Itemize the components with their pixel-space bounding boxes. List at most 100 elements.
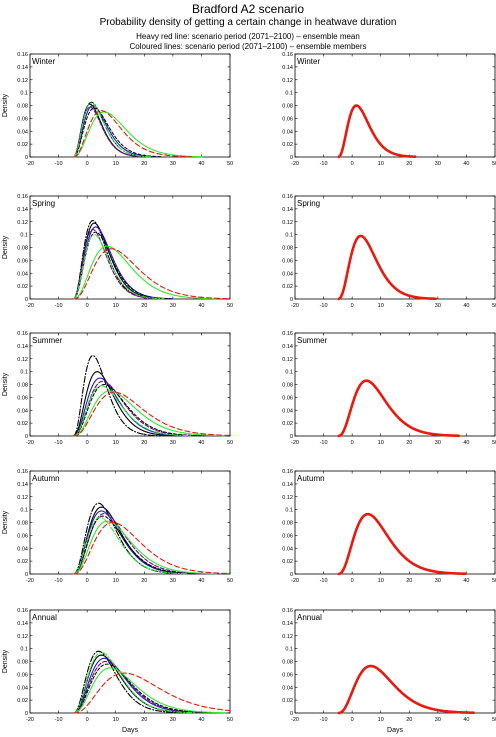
x-tick-label: 20 bbox=[141, 717, 147, 723]
panel-spring-ensemble-members: 0 0.02 0.04 0.06 0.08 0.1 0.12 0.14 0.16 -20 -10 0 1… bbox=[2, 194, 233, 309]
y-tick-label: 0.14 bbox=[282, 482, 293, 488]
y-tick-label: 0.02 bbox=[17, 421, 28, 427]
x-tick-label: -10 bbox=[320, 717, 328, 723]
y-tick-label: 0.16 bbox=[282, 608, 293, 614]
x-tick-label: -10 bbox=[55, 161, 63, 167]
chart-subtitle: Probability density of getting a certain… bbox=[99, 17, 397, 28]
y-tick-label: 0.14 bbox=[17, 621, 28, 627]
y-tick-label: 0.12 bbox=[282, 634, 293, 640]
ensemble-member-line bbox=[73, 245, 218, 300]
y-tick-label: 0.08 bbox=[282, 383, 293, 389]
x-tick-label: -10 bbox=[55, 578, 63, 584]
x-tick-label: 40 bbox=[463, 578, 469, 584]
x-tick-label: 40 bbox=[463, 161, 469, 167]
ensemble-member-line bbox=[73, 512, 207, 575]
x-tick-label: 20 bbox=[141, 440, 147, 446]
ensemble-mean-line bbox=[337, 104, 417, 159]
y-tick-label: 0.14 bbox=[17, 344, 28, 350]
x-tick-label: 40 bbox=[463, 440, 469, 446]
season-label: Spring bbox=[297, 199, 320, 208]
x-tick-label: 50 bbox=[227, 578, 233, 584]
y-tick-label: 0 bbox=[290, 711, 293, 717]
x-tick-label: 20 bbox=[406, 303, 412, 309]
plot-frame bbox=[294, 195, 496, 300]
x-tick-label: 0 bbox=[86, 578, 89, 584]
ensemble-member-line bbox=[73, 355, 162, 437]
x-tick-label: 10 bbox=[113, 578, 119, 584]
ensemble-member-line bbox=[73, 226, 173, 300]
x-tick-label: 0 bbox=[86, 161, 89, 167]
y-tick-label: 0.16 bbox=[17, 469, 28, 475]
ensemble-member-line bbox=[73, 248, 230, 300]
panel-annual-ensemble-members: 0 0.02 0.04 0.06 0.08 0.1 0.12 0.14 0.16 -20 -10 0 1… bbox=[2, 608, 233, 734]
y-tick-label: 0.04 bbox=[282, 546, 293, 552]
x-tick-label: 0 bbox=[86, 717, 89, 723]
y-tick-label: 0.16 bbox=[17, 52, 28, 58]
y-tick-label: 0.1 bbox=[285, 508, 293, 514]
y-tick-label: 0 bbox=[25, 711, 28, 717]
x-tick-label: 50 bbox=[492, 717, 496, 723]
season-label: Summer bbox=[297, 336, 328, 345]
y-tick-label: 0.04 bbox=[17, 546, 28, 552]
y-tick-label: 0.1 bbox=[20, 647, 28, 653]
ensemble-member-line bbox=[73, 651, 196, 714]
x-tick-label: 0 bbox=[351, 161, 354, 167]
season-label: Autumn bbox=[297, 474, 325, 483]
y-tick-label: 0.14 bbox=[17, 482, 28, 488]
y-tick-label: 0.16 bbox=[17, 194, 28, 200]
x-tick-label: 10 bbox=[113, 717, 119, 723]
panel-summer-ensemble-members: 0 0.02 0.04 0.06 0.08 0.1 0.12 0.14 0.16 -20 -10 0 1… bbox=[2, 331, 233, 446]
y-tick-label: 0.08 bbox=[17, 104, 28, 110]
x-tick-label: 40 bbox=[198, 440, 204, 446]
x-tick-label: 20 bbox=[406, 440, 412, 446]
x-tick-label: 10 bbox=[378, 578, 384, 584]
x-tick-label: 30 bbox=[435, 717, 441, 723]
ensemble-member-line bbox=[73, 660, 212, 714]
x-tick-label: 50 bbox=[492, 161, 496, 167]
x-tick-label: 40 bbox=[198, 161, 204, 167]
y-tick-label: 0.06 bbox=[282, 395, 293, 401]
y-tick-label: 0.14 bbox=[282, 621, 293, 627]
y-tick-label: 0.04 bbox=[282, 129, 293, 135]
x-tick-label: -20 bbox=[291, 440, 299, 446]
x-tick-label: 50 bbox=[227, 717, 233, 723]
x-tick-label: -10 bbox=[55, 717, 63, 723]
y-tick-label: 0.04 bbox=[17, 271, 28, 277]
y-tick-label: 0.06 bbox=[17, 116, 28, 122]
x-tick-label: 50 bbox=[492, 440, 496, 446]
y-tick-label: 0.04 bbox=[282, 685, 293, 691]
y-axis-label: Density bbox=[2, 649, 9, 673]
y-tick-label: 0.04 bbox=[282, 271, 293, 277]
y-tick-label: 0.14 bbox=[17, 207, 28, 213]
x-tick-label: 0 bbox=[86, 303, 89, 309]
x-tick-label: -10 bbox=[320, 303, 328, 309]
y-tick-label: 0.16 bbox=[282, 469, 293, 475]
plot-frame bbox=[29, 609, 231, 714]
x-tick-label: 40 bbox=[463, 717, 469, 723]
y-tick-label: 0.12 bbox=[17, 357, 28, 363]
y-tick-label: 0.14 bbox=[282, 344, 293, 350]
season-label: Annual bbox=[297, 613, 322, 622]
x-tick-label: 0 bbox=[351, 303, 354, 309]
ensemble-member-line bbox=[73, 234, 165, 300]
x-tick-label: -20 bbox=[26, 578, 34, 584]
x-tick-label: 20 bbox=[406, 717, 412, 723]
x-tick-label: 30 bbox=[435, 440, 441, 446]
y-tick-label: 0.02 bbox=[282, 698, 293, 704]
x-tick-label: 10 bbox=[113, 303, 119, 309]
ensemble-member-line bbox=[73, 111, 204, 158]
x-tick-label: 10 bbox=[113, 440, 119, 446]
y-tick-label: 0.06 bbox=[282, 116, 293, 122]
x-tick-label: 10 bbox=[378, 717, 384, 723]
x-tick-label: -20 bbox=[291, 717, 299, 723]
x-tick-label: 0 bbox=[351, 578, 354, 584]
season-label: Winter bbox=[32, 57, 55, 66]
y-tick-label: 0.14 bbox=[17, 65, 28, 71]
x-tick-label: -10 bbox=[320, 578, 328, 584]
y-axis-label: Density bbox=[2, 510, 9, 534]
y-tick-label: 0.08 bbox=[17, 521, 28, 527]
plot-frame bbox=[29, 470, 231, 575]
x-tick-label: 20 bbox=[406, 578, 412, 584]
x-tick-label: -10 bbox=[55, 440, 63, 446]
ensemble-member-line bbox=[73, 667, 227, 714]
